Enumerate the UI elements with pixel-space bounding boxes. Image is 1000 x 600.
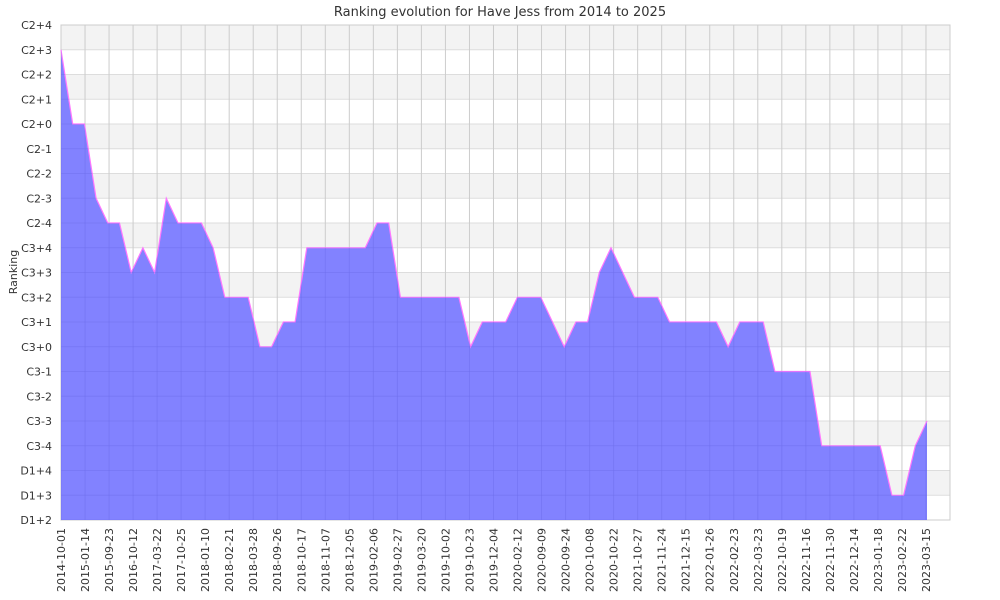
x-tick-label: 2019-10-02: [439, 528, 452, 592]
x-tick-label: 2019-02-27: [391, 528, 404, 592]
y-tick-label: C2+4: [21, 19, 52, 32]
grid-band: [61, 173, 950, 199]
x-tick-label: 2020-10-08: [584, 528, 597, 592]
y-tick-label: C3+4: [21, 242, 52, 255]
grid-band: [61, 148, 950, 174]
x-tick-label: 2023-03-15: [920, 528, 933, 592]
x-tick-label: 2017-10-25: [175, 528, 188, 592]
y-tick-label: C2-2: [26, 168, 52, 181]
x-tick-label: 2019-10-23: [463, 528, 476, 592]
x-tick-label: 2022-02-23: [728, 528, 741, 592]
x-tick-label: 2016-10-12: [127, 528, 140, 592]
x-tick-label: 2022-10-19: [776, 528, 789, 592]
y-tick-label: C3-2: [26, 390, 52, 403]
x-tick-label: 2022-11-30: [824, 528, 837, 592]
x-tick-label: 2023-02-22: [896, 528, 909, 592]
x-tick-label: 2018-02-21: [223, 528, 236, 592]
x-tick-label: 2014-10-01: [55, 528, 68, 592]
y-tick-label: C2+0: [21, 118, 52, 131]
grid-band: [61, 49, 950, 75]
x-tick-label: 2019-02-06: [367, 528, 380, 592]
y-tick-label: D1+3: [20, 489, 52, 502]
grid-band: [61, 25, 950, 50]
x-tick-label: 2022-01-26: [704, 528, 717, 592]
grid-band: [61, 124, 950, 149]
y-tick-label: C3-1: [26, 366, 52, 379]
chart-title: Ranking evolution for Have Jess from 201…: [334, 5, 666, 20]
x-tick-label: 2021-12-15: [680, 528, 693, 592]
x-tick-label: 2018-10-17: [295, 528, 308, 592]
x-tick-label: 2018-12-05: [343, 528, 356, 592]
x-tick-label: 2023-01-18: [872, 528, 885, 592]
y-tick-label: C3+1: [21, 316, 52, 329]
x-tick-label: 2015-01-14: [79, 528, 92, 592]
y-tick-label: C3-4: [26, 440, 52, 453]
y-tick-label: C2+3: [21, 44, 52, 57]
x-tick-label: 2018-03-28: [247, 528, 260, 592]
y-tick-label: C2-3: [26, 192, 52, 205]
x-tick-label: 2021-11-24: [656, 528, 669, 592]
x-tick-label: 2020-09-09: [536, 528, 549, 592]
x-tick-label: 2022-03-23: [752, 528, 765, 592]
y-tick-label: D1+2: [20, 514, 52, 527]
x-tick-label: 2021-10-27: [632, 528, 645, 592]
x-tick-label: 2018-09-26: [271, 528, 284, 592]
y-tick-label: C2-1: [26, 143, 52, 156]
grid-band: [61, 99, 950, 124]
x-tick-label: 2022-11-16: [800, 528, 813, 592]
y-tick-label: C2-4: [26, 217, 52, 230]
y-tick-label: D1+4: [20, 465, 52, 478]
y-tick-label: C3-3: [26, 415, 52, 428]
y-tick-label: C2+2: [21, 69, 52, 82]
y-axis-ticks: D1+2 D1+3 D1+4 C3-4 C3-3 C3-2 C3-1 C3+0 C3+1 C3+2…: [20, 19, 52, 527]
x-tick-label: 2017-03-22: [151, 528, 164, 592]
x-tick-label: 2018-11-07: [319, 528, 332, 592]
x-tick-label: 2020-09-24: [560, 528, 573, 592]
x-tick-label: 2018-01-10: [199, 528, 212, 592]
x-tick-label: 2019-12-04: [487, 528, 500, 592]
area-fill: [61, 49, 927, 521]
x-axis-ticks: 2014-10-01 2015-01-14 2015-09-23 2016-10-12…: [55, 528, 933, 592]
x-tick-label: 2022-12-14: [848, 528, 861, 592]
x-tick-label: 2020-02-12: [512, 528, 525, 592]
y-axis-label: Ranking: [7, 250, 20, 295]
y-tick-label: C3+0: [21, 341, 52, 354]
y-tick-label: C3+2: [21, 291, 52, 304]
x-tick-label: 2015-09-23: [103, 528, 116, 592]
y-tick-label: C3+3: [21, 267, 52, 280]
series-line: [60, 49, 928, 496]
y-tick-label: C2+1: [21, 93, 52, 106]
grid-band: [61, 198, 950, 223]
x-tick-label: 2020-10-22: [608, 528, 621, 592]
x-tick-label: 2019-03-20: [415, 528, 428, 592]
grid-band: [61, 74, 950, 100]
